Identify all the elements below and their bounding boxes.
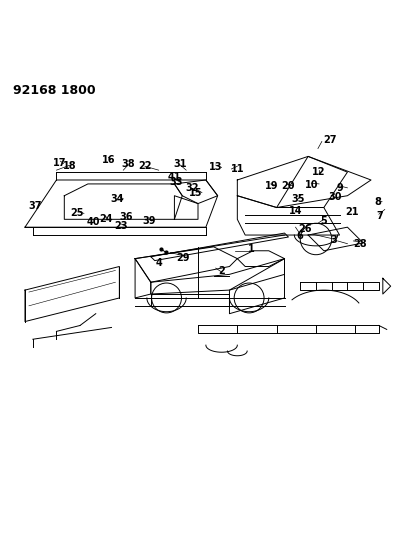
Text: 41: 41	[168, 172, 181, 182]
Text: 12: 12	[312, 167, 326, 177]
Text: 7: 7	[376, 211, 383, 221]
Text: 6: 6	[297, 231, 304, 241]
Text: 9: 9	[337, 183, 344, 193]
Text: 10: 10	[305, 180, 319, 190]
Text: 17: 17	[53, 158, 67, 168]
Text: 28: 28	[353, 239, 367, 249]
Text: 31: 31	[173, 159, 187, 169]
Text: 35: 35	[291, 194, 305, 204]
Text: 22: 22	[138, 161, 152, 171]
Text: 34: 34	[110, 194, 124, 204]
Text: 16: 16	[102, 155, 115, 165]
Text: 30: 30	[328, 191, 342, 201]
Text: 25: 25	[70, 208, 84, 219]
Text: 5: 5	[320, 216, 327, 227]
Text: 37: 37	[28, 200, 42, 211]
Text: 38: 38	[121, 159, 135, 169]
Text: 20: 20	[281, 181, 294, 191]
Text: 23: 23	[114, 221, 128, 231]
Text: 13: 13	[209, 163, 223, 172]
Text: 21: 21	[345, 207, 359, 217]
Text: 4: 4	[156, 257, 163, 268]
Text: 39: 39	[142, 216, 156, 227]
Text: 2: 2	[218, 266, 225, 276]
Text: 27: 27	[323, 135, 337, 145]
Text: 1: 1	[248, 244, 255, 254]
Text: 92168 1800: 92168 1800	[13, 84, 96, 96]
Text: 24: 24	[99, 214, 112, 223]
Text: 8: 8	[375, 197, 381, 207]
Text: 11: 11	[230, 164, 244, 174]
Text: 19: 19	[265, 181, 279, 191]
Text: 32: 32	[185, 183, 199, 193]
Text: 29: 29	[176, 253, 190, 263]
Text: 14: 14	[289, 206, 302, 216]
Text: 33: 33	[169, 177, 183, 187]
Text: 40: 40	[87, 217, 101, 227]
Text: 3: 3	[330, 235, 337, 245]
Text: 36: 36	[120, 212, 133, 222]
Text: 18: 18	[63, 161, 77, 171]
Text: 26: 26	[298, 224, 312, 234]
Text: 15: 15	[189, 188, 203, 198]
